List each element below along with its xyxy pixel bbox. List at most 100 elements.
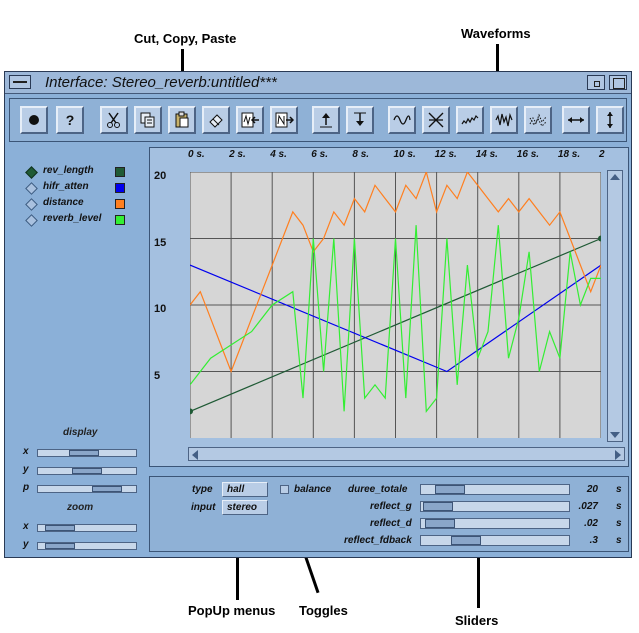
type-label: type — [192, 484, 213, 495]
plot-area[interactable] — [187, 170, 604, 438]
reflect-g-slider[interactable] — [420, 501, 570, 512]
annotation-popup-menus: PopUp menus — [188, 603, 276, 618]
stretch-vertical-button[interactable] — [596, 106, 624, 134]
insert-left-button[interactable] — [236, 106, 264, 134]
move-down-button[interactable] — [346, 106, 374, 134]
display-x-slider[interactable] — [37, 449, 137, 457]
slider-thumb[interactable] — [72, 468, 102, 474]
insert-wave-left-icon — [241, 112, 259, 128]
record-dot-icon — [29, 115, 39, 125]
display-p-slider[interactable] — [37, 485, 137, 493]
vertical-arrows-icon — [607, 112, 613, 128]
legend-label: rev_length — [43, 165, 94, 176]
x-tick-label: 6 s. — [311, 149, 328, 160]
legend-item-reverb-level[interactable]: reverb_level — [25, 213, 137, 229]
stretch-horizontal-button[interactable] — [562, 106, 590, 134]
random-wave-button[interactable] — [490, 106, 518, 134]
app-window: Interface: Stereo_reverb:untitled*** ? — [4, 71, 632, 558]
x-tick-label: 10 s. — [393, 149, 416, 160]
record-button[interactable] — [20, 106, 48, 134]
insert-right-button[interactable] — [270, 106, 298, 134]
dotted-wave-button[interactable] — [524, 106, 552, 134]
slider-thumb[interactable] — [45, 543, 75, 549]
series-line-rev-length — [189, 237, 602, 412]
paste-button[interactable] — [168, 106, 196, 134]
envelope-editor: 0 s. 2 s. 4 s. 6 s. 8 s. 10 s. 12 s. 14 s. 16 s.… — [149, 147, 629, 467]
cut-button[interactable] — [100, 106, 128, 134]
slider-thumb[interactable] — [92, 486, 122, 492]
window-title: Interface: Stereo_reverb:untitled*** — [45, 74, 277, 91]
help-button[interactable]: ? — [56, 106, 84, 134]
horizontal-scrollbar[interactable] — [188, 447, 625, 461]
reflect-g-unit: s — [616, 501, 622, 512]
move-up-button[interactable] — [312, 106, 340, 134]
legend-color-swatch — [115, 183, 125, 193]
breakpoint-handle — [598, 235, 604, 242]
slider-label-reflect-g: reflect_g — [370, 501, 412, 512]
slider-thumb[interactable] — [435, 485, 465, 494]
cross-wave-button[interactable] — [422, 106, 450, 134]
legend-item-rev-length[interactable]: rev_length — [25, 165, 137, 181]
slider-thumb[interactable] — [69, 450, 99, 456]
legend-item-distance[interactable]: distance — [25, 197, 137, 213]
vertical-scroll-arrows — [610, 174, 620, 438]
clear-button[interactable] — [202, 106, 230, 134]
breakpoint-handle — [187, 408, 193, 415]
x-tick-label: 0 s. — [188, 149, 205, 160]
zoom-y-label: y — [23, 539, 29, 550]
slider-thumb[interactable] — [45, 525, 75, 531]
annotation-sliders: Sliders — [455, 613, 499, 628]
slider-label-reflect-d: reflect_d — [370, 518, 412, 529]
legend-label: hifr_atten — [43, 181, 89, 192]
time-ruler[interactable]: 0 s. 2 s. 4 s. 6 s. 8 s. 10 s. 12 s. 14 s. 16 s.… — [184, 148, 628, 166]
y-tick-label: 10 — [154, 303, 167, 315]
display-y-label: y — [23, 464, 29, 475]
input-popup-menu[interactable]: stereo — [222, 500, 268, 515]
legend-item-hifr-atten[interactable]: hifr_atten — [25, 181, 137, 197]
balance-toggle[interactable] — [280, 485, 289, 494]
y-tick-label: 5 — [154, 369, 161, 382]
display-y-slider[interactable] — [37, 467, 137, 475]
annotation-cut-copy-paste: Cut, Copy, Paste — [134, 31, 237, 46]
legend-label: reverb_level — [43, 213, 102, 224]
slider-thumb[interactable] — [423, 502, 453, 511]
x-tick-label: 4 s. — [270, 149, 287, 160]
toolbar: ? — [9, 98, 627, 142]
pointer-sliders — [477, 550, 480, 608]
balance-label: balance — [294, 484, 332, 495]
title-bar[interactable]: Interface: Stereo_reverb:untitled*** — [5, 72, 631, 94]
legend-color-swatch — [115, 199, 125, 209]
reflect-fdback-slider[interactable] — [420, 535, 570, 546]
legend-color-swatch — [115, 167, 125, 177]
copy-icon — [140, 112, 155, 128]
vertical-scrollbar[interactable] — [607, 170, 623, 442]
zoom-label: zoom — [67, 502, 94, 513]
noise-wave-icon — [461, 114, 479, 125]
zoom-x-slider[interactable] — [37, 524, 137, 532]
zoom-y-slider[interactable] — [37, 542, 137, 550]
pointer-popup-menus — [236, 524, 239, 600]
copy-button[interactable] — [134, 106, 162, 134]
eraser-icon — [209, 114, 223, 128]
annotation-toggles: Toggles — [299, 603, 348, 618]
diamond-icon — [25, 182, 38, 195]
noise-wave-button[interactable] — [456, 106, 484, 134]
reflect-d-slider[interactable] — [420, 518, 570, 529]
envelope-chart[interactable] — [187, 170, 604, 438]
x-tick-label: 14 s. — [475, 149, 498, 160]
slider-thumb[interactable] — [425, 519, 455, 528]
sine-wave-button[interactable] — [388, 106, 416, 134]
maximize-button[interactable] — [609, 75, 627, 90]
display-x-label: x — [23, 446, 29, 457]
duree-totale-slider[interactable] — [420, 484, 570, 495]
x-tick-label: 8 s. — [352, 149, 370, 160]
slider-thumb[interactable] — [451, 536, 481, 545]
window-menu-button[interactable] — [9, 75, 31, 89]
reflect-fdback-value: .3 — [589, 535, 598, 546]
slider-label-duree-totale: duree_totale — [348, 484, 408, 495]
minimize-button[interactable] — [587, 75, 605, 90]
series-line-hifr-atten — [189, 264, 602, 373]
arrow-down-icon — [354, 112, 366, 126]
type-popup-menu[interactable]: hall — [222, 482, 268, 497]
display-label: display — [63, 427, 98, 438]
